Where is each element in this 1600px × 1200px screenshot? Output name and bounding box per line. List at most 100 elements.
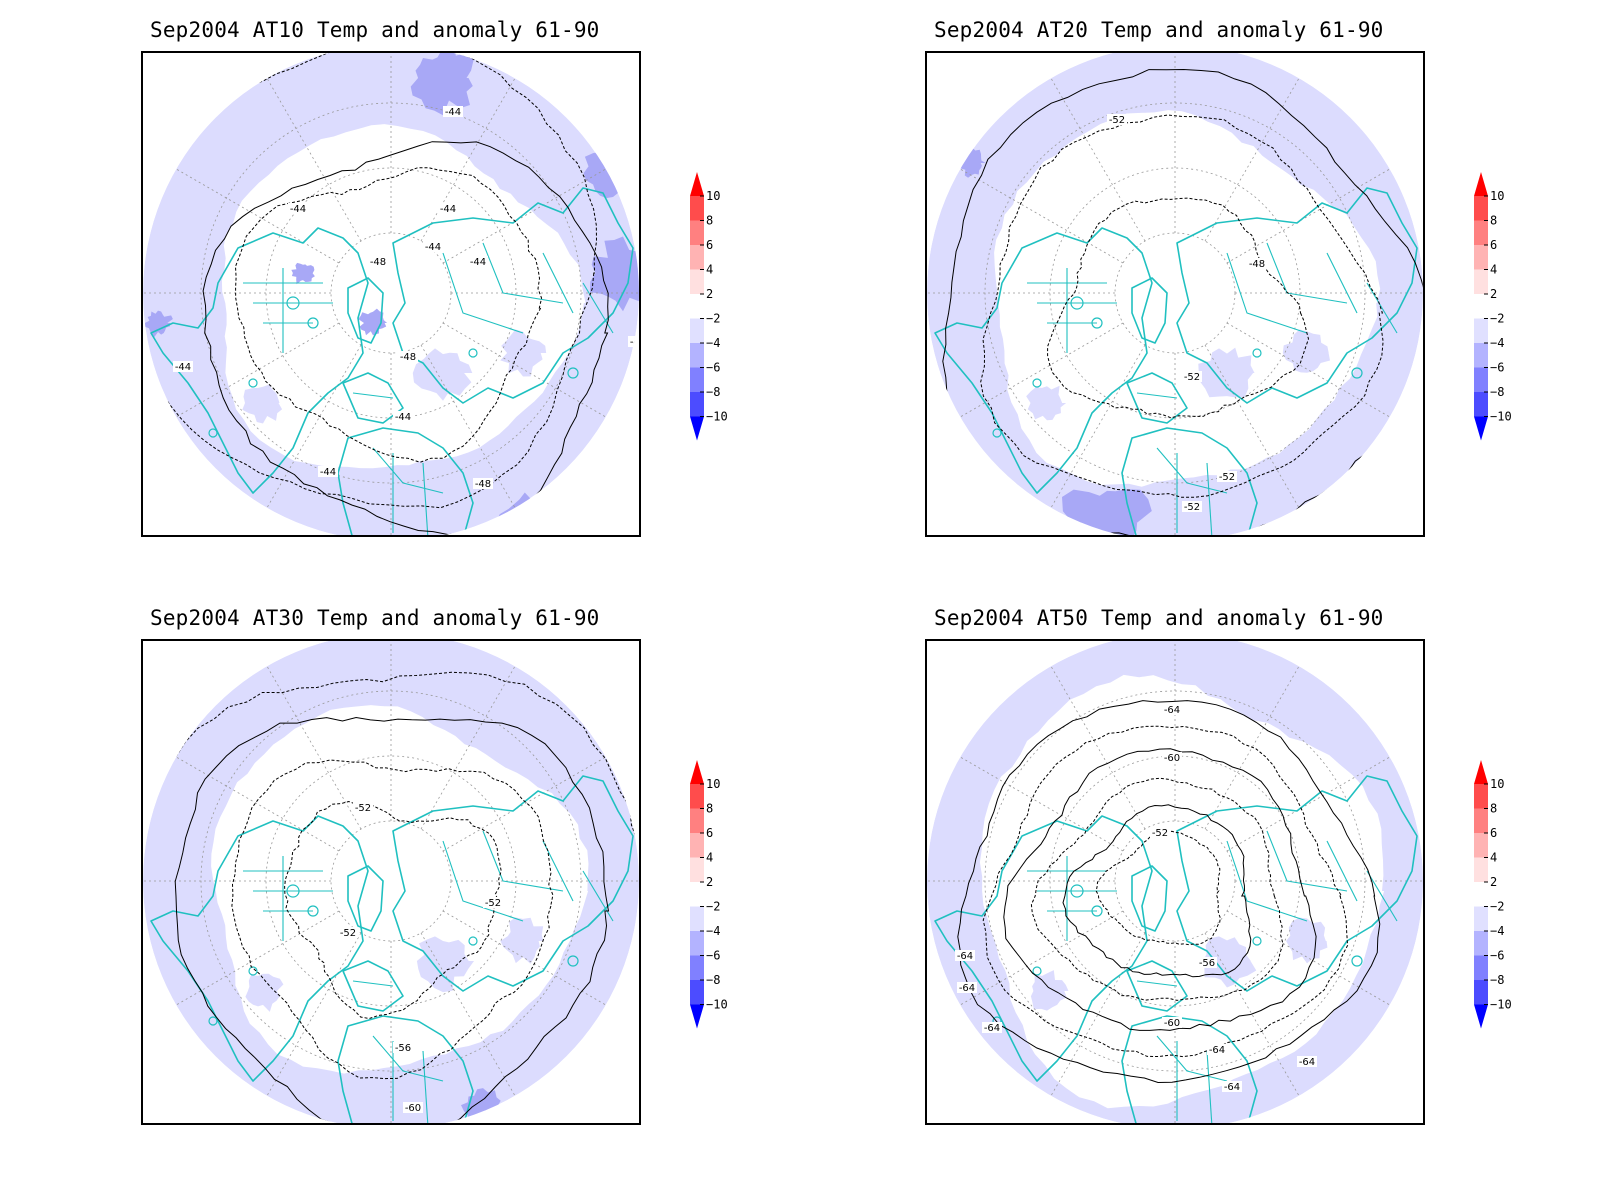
meridian-line: [960, 322, 1124, 418]
meridian-line: [176, 168, 340, 264]
contour-label: -64: [957, 982, 977, 994]
island-coastline: [286, 296, 300, 310]
colorbar-bin: [1474, 245, 1488, 270]
contour-label-text: -56: [1199, 958, 1215, 969]
coastline-eurasia: [1176, 775, 1418, 992]
colorbar-max-arrow: [1474, 760, 1488, 784]
colorbar-bin: [1474, 906, 1488, 931]
coastline-greenland: [347, 865, 384, 932]
colorbar-tick-label: 10: [706, 189, 720, 203]
colorbar-tick-label: −4: [1490, 336, 1504, 350]
contour-label: -48: [398, 351, 418, 363]
colorbar-tick-label: 6: [1490, 238, 1497, 252]
contour-label-text: -60: [1164, 753, 1180, 764]
contour-label-bg: [1182, 501, 1202, 512]
country-border: [1266, 242, 1348, 304]
anomaly-fill-medium: [144, 310, 173, 338]
polar-map: -52 -52 -52 -56 -60: [141, 639, 641, 1125]
contour-label-text: -44: [290, 204, 306, 215]
contour-label-text: -52: [1152, 828, 1168, 839]
colorbar-tick-label: −2: [1490, 312, 1504, 326]
colorbar-tick-label: −4: [706, 924, 720, 938]
meridian-line: [420, 344, 516, 508]
contour-label-text: -52: [355, 803, 371, 814]
contour-label-text: -52: [340, 928, 356, 939]
temperature-contour: [234, 167, 543, 463]
island-coastline: [248, 966, 258, 976]
meridian-line: [420, 666, 516, 830]
colorbar-tick-label: 8: [706, 214, 713, 228]
colorbar-tick-label: 4: [706, 851, 713, 865]
colorbar-max-arrow: [690, 172, 704, 196]
meridian-line: [960, 910, 1124, 1006]
temperature-contour: [980, 114, 1384, 498]
contour-label: -64: [1297, 1056, 1317, 1068]
contour-label-bg: [1162, 704, 1182, 715]
meridian-line: [442, 756, 606, 852]
colorbar-tick-label: −2: [1490, 900, 1504, 914]
colorbar-tick-label: −4: [706, 336, 720, 350]
contour-label: -52: [1182, 501, 1202, 513]
colorbar-bin: [690, 784, 704, 809]
contour-label-text: -44: [395, 412, 411, 423]
colorbar-bin: [1474, 318, 1488, 343]
colorbar-min-arrow: [1474, 1004, 1488, 1029]
country-border: [582, 870, 614, 922]
meridian-line: [1050, 78, 1146, 242]
colorbar-tick-label: 6: [706, 826, 713, 840]
colorbar-bin: [1474, 784, 1488, 809]
anomaly-fill-light: [1282, 329, 1330, 373]
contour-label-bg: [338, 927, 358, 938]
island-coastline: [468, 936, 478, 946]
coastline-europe: [1126, 960, 1188, 1012]
island-coastline: [1252, 936, 1262, 946]
island-coastline: [1252, 348, 1262, 358]
country-border: [422, 462, 429, 535]
contour-label-text: -56: [395, 1043, 411, 1054]
contour-label: -64: [1207, 1044, 1227, 1056]
island-coastline: [307, 905, 319, 917]
country-border: [1226, 252, 1308, 334]
contour-label-text: -44: [425, 242, 441, 253]
temperature-contour: [1062, 804, 1252, 978]
colorbar-bin: [1474, 833, 1488, 858]
contour-label: -44: [393, 411, 413, 423]
contour-label: -56: [1197, 957, 1217, 969]
colorbar-svg: 10 8 6 4 2 −2 −4 −6 −8 −10: [690, 760, 728, 1029]
panel-title: Sep2004 AT20 Temp and anomaly 61-90: [934, 18, 1384, 42]
country-border: [352, 392, 394, 399]
contour-label: -44: [173, 361, 193, 373]
contour-label: -52: [353, 802, 373, 814]
island-coastline: [1070, 884, 1084, 898]
contour-label: -64: [1222, 1081, 1242, 1093]
contour-label: -48: [1247, 258, 1267, 270]
contour-label-text: -64: [1224, 1082, 1240, 1093]
country-border: [1156, 1035, 1228, 1082]
colorbar-bin: [1474, 980, 1488, 1005]
colorbar-bin: [1474, 294, 1488, 319]
anomaly-fill-light: [1030, 970, 1069, 1011]
contour-label-bg: [393, 1042, 413, 1053]
contour-label: -44: [318, 466, 338, 478]
contour-label: -60: [1162, 752, 1182, 764]
contour-label-bg: [1207, 1044, 1227, 1055]
anomaly-fill-neutral: [211, 705, 589, 1074]
colorbar-bin: [1474, 220, 1488, 245]
island-coastline: [1351, 955, 1363, 967]
country-border: [482, 830, 564, 892]
colorbar-bin: [690, 833, 704, 858]
meridian-line: [266, 932, 362, 1096]
coastline-north-america: [150, 227, 369, 494]
colorbar-max-arrow: [690, 760, 704, 784]
colorbar-tick-label: 6: [706, 238, 713, 252]
colorbar-tick-label: −8: [706, 385, 720, 399]
colorbar-bin: [690, 220, 704, 245]
meridian-line: [420, 932, 516, 1096]
contour-label-text: -44: [470, 257, 486, 268]
contour-label-text: -64: [959, 983, 975, 994]
meridian-line: [176, 910, 340, 1006]
contour-label: -60: [1162, 1017, 1182, 1029]
contour-label-text: -52: [1109, 115, 1125, 126]
coastline-greenland: [347, 277, 384, 344]
country-border: [1326, 252, 1358, 314]
